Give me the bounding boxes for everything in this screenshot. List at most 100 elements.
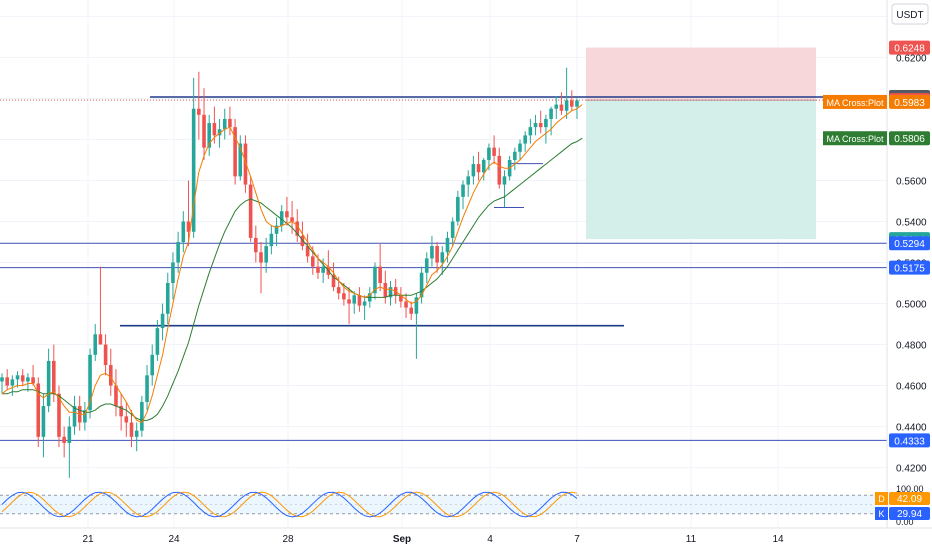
candle-body <box>564 100 569 111</box>
candle-body <box>124 416 129 423</box>
ma-slow-line <box>2 137 583 421</box>
candle-body <box>5 377 9 386</box>
candle-body <box>388 287 393 298</box>
candle-body <box>176 242 180 263</box>
take-profit-zone <box>586 100 816 240</box>
candle-body <box>264 246 268 263</box>
candle-body <box>129 422 134 437</box>
zones <box>586 47 816 240</box>
candle-body <box>305 246 310 257</box>
moving-averages <box>1 104 583 424</box>
y-tick-label: 0.6200 <box>896 53 927 64</box>
candles <box>0 67 579 478</box>
level-mid-badge: 0.5294 <box>894 239 925 250</box>
y-tick-label: 0.4400 <box>896 423 927 434</box>
level-low-badge-bg <box>889 260 930 275</box>
candle-body <box>336 287 341 294</box>
candle-body <box>502 176 507 185</box>
stochastic-d-line <box>1 491 578 518</box>
candle-body <box>430 246 434 259</box>
candle-body <box>450 221 455 238</box>
candle-body <box>476 164 481 173</box>
candle-body <box>191 108 196 232</box>
candle-body <box>228 118 232 128</box>
candle-body <box>165 283 170 314</box>
level-bottom-badge: 0.4333 <box>894 436 925 447</box>
stoch-d-value: 42.09 <box>897 494 922 505</box>
candle-body <box>57 393 61 437</box>
candle-body <box>93 334 98 355</box>
price-badges: 0.62480.60070.59920.53140.52940.51750.43… <box>823 40 930 520</box>
candle-body <box>295 221 300 236</box>
candle-body <box>202 114 206 148</box>
candle-body <box>279 211 284 226</box>
candle-body <box>248 184 253 238</box>
candle-body <box>373 266 377 294</box>
stoch-k-key-bg <box>875 507 888 520</box>
candle-body <box>419 272 424 298</box>
x-tick-label: 11 <box>686 534 697 545</box>
candle-body <box>212 123 217 136</box>
candle-body <box>518 143 522 152</box>
candle-body <box>362 301 367 306</box>
candle-body <box>435 246 439 263</box>
candle-body <box>570 100 574 107</box>
stoch-k-value: 29.94 <box>897 509 922 520</box>
candle-body <box>88 354 92 411</box>
stoch-d-key-bg <box>875 492 888 505</box>
stochastic-axis-label: 0.00 <box>896 517 914 527</box>
candle-body <box>243 143 248 185</box>
candle-body <box>171 262 175 284</box>
stoch-k-value-bg <box>889 507 930 520</box>
candle-body <box>347 299 351 304</box>
candle-body <box>456 196 460 222</box>
currency-label: USDT <box>896 10 923 21</box>
candle-body <box>559 104 564 111</box>
candle-body <box>300 235 305 247</box>
candle-body <box>155 328 160 355</box>
stop-badge-bg <box>889 40 930 55</box>
y-tick-label: 0.5400 <box>896 217 927 228</box>
candle-body <box>285 211 289 218</box>
candle-body <box>352 295 357 304</box>
stop-badge: 0.6248 <box>894 44 925 55</box>
time-axis: 21 24 28 Sep 4 7 11 14 <box>82 534 784 545</box>
ma-fast-line <box>1 104 583 424</box>
candle-body <box>424 258 429 273</box>
y-tick-label: 0.5600 <box>896 176 927 187</box>
candle-body <box>103 344 108 366</box>
candle-body <box>238 143 243 177</box>
candle-body <box>197 108 201 115</box>
candle-body <box>140 401 144 431</box>
candle-body <box>31 377 35 384</box>
level-bottom-badge-bg <box>889 433 930 448</box>
ma-slow-value: 0.5806 <box>894 134 925 145</box>
level-low-badge: 0.5175 <box>894 264 925 275</box>
candle-body <box>481 159 486 173</box>
candle-body <box>538 123 543 128</box>
candle-body <box>222 118 227 130</box>
candle-body <box>119 406 123 417</box>
candle-body <box>52 360 56 394</box>
stoch-d-key: D <box>878 494 885 504</box>
candle-body <box>254 237 258 253</box>
level-lines <box>0 96 887 441</box>
candle-body <box>259 252 263 263</box>
stochastic-k-line <box>1 491 578 518</box>
candle-body <box>72 406 77 427</box>
candle-body <box>513 151 517 160</box>
candle-body <box>533 123 538 128</box>
candle-body <box>160 313 165 329</box>
currency-box[interactable] <box>891 3 929 25</box>
candle-body <box>274 225 279 234</box>
candle-body <box>311 256 315 267</box>
candle-body <box>461 184 465 197</box>
x-tick-label: 21 <box>82 534 94 545</box>
candle-body <box>41 406 46 437</box>
stochastic-band <box>0 495 887 514</box>
candle-body <box>217 129 222 136</box>
x-tick-label: 4 <box>487 534 493 545</box>
candle-body <box>445 237 450 253</box>
x-tick-label: 7 <box>574 534 580 545</box>
